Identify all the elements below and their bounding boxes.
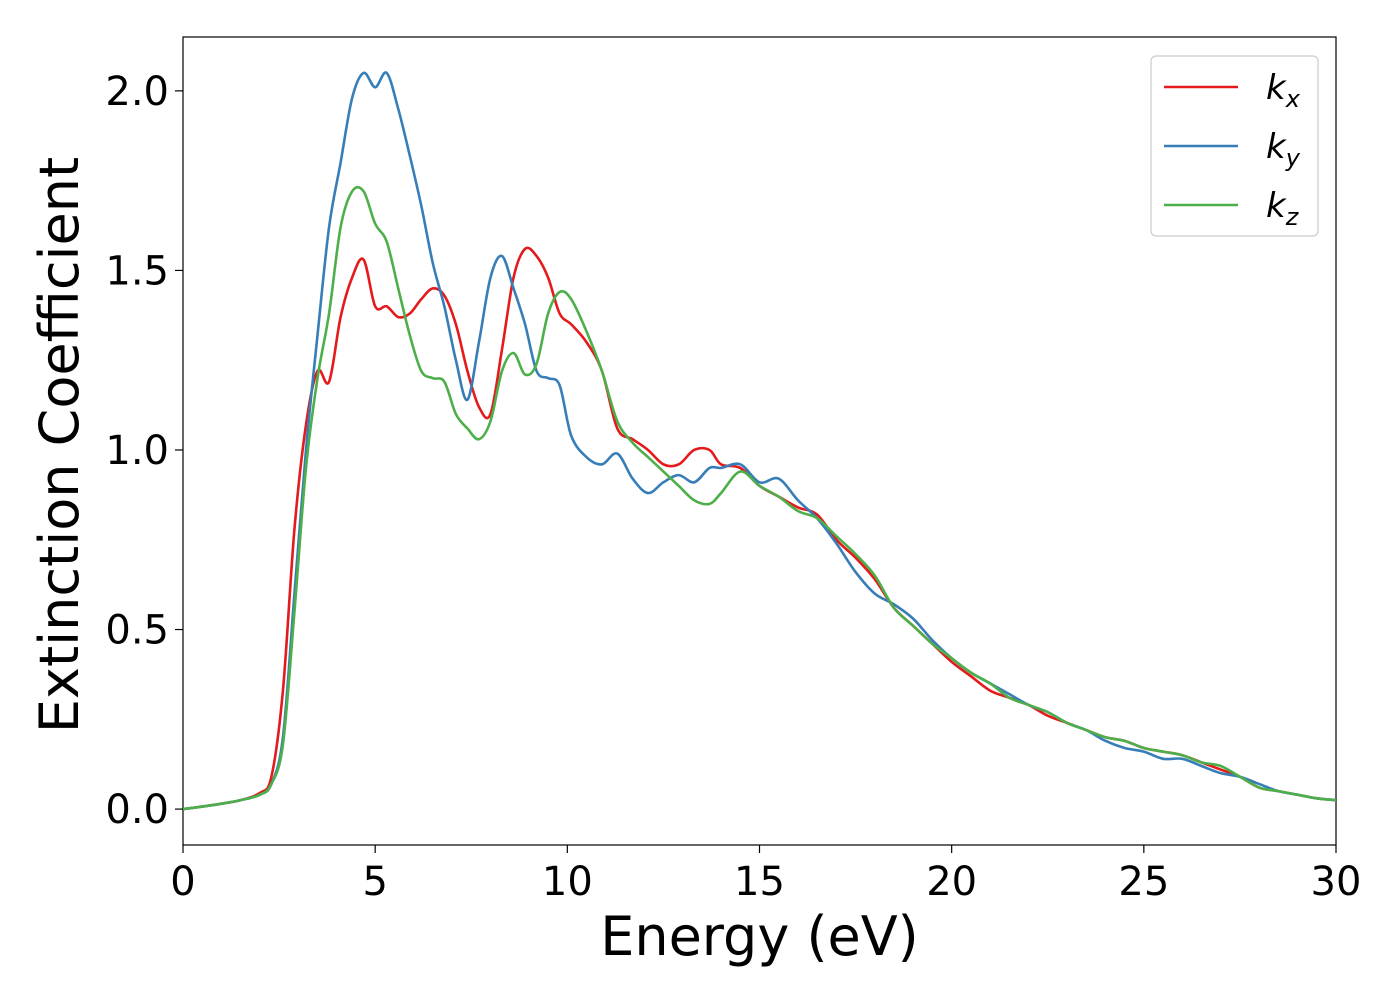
x-tick-label: 30 bbox=[1311, 859, 1362, 905]
x-axis-title: Energy (eV) bbox=[600, 905, 919, 968]
series-line-kz bbox=[183, 185, 1336, 811]
y-axis-title: Extinction Coefficient bbox=[28, 157, 91, 733]
legend-label-kz: kz bbox=[1266, 186, 1300, 231]
x-tick-label: 25 bbox=[1118, 859, 1169, 905]
legend-label-kx: kx bbox=[1266, 68, 1301, 113]
x-tick-label: 0 bbox=[170, 859, 195, 905]
series-line-kx bbox=[183, 246, 1336, 811]
series-line-ky bbox=[183, 71, 1336, 811]
x-tick-label: 5 bbox=[362, 859, 387, 905]
y-tick-label: 0.0 bbox=[105, 787, 169, 833]
x-tick-label: 15 bbox=[734, 859, 785, 905]
x-axis-ticks: 0 5 10 15 20 25 30 bbox=[170, 845, 1361, 905]
y-axis-ticks: 0.0 0.5 1.0 1.5 2.0 bbox=[105, 69, 183, 833]
legend: kx ky kz bbox=[1150, 55, 1319, 237]
y-tick-label: 1.0 bbox=[105, 428, 169, 474]
y-tick-label: 2.0 bbox=[105, 69, 169, 115]
x-tick-label: 10 bbox=[542, 859, 593, 905]
y-tick-label: 0.5 bbox=[105, 608, 169, 654]
y-tick-label: 1.5 bbox=[105, 248, 169, 294]
x-tick-label: 20 bbox=[926, 859, 977, 905]
legend-label-ky: ky bbox=[1266, 127, 1301, 172]
